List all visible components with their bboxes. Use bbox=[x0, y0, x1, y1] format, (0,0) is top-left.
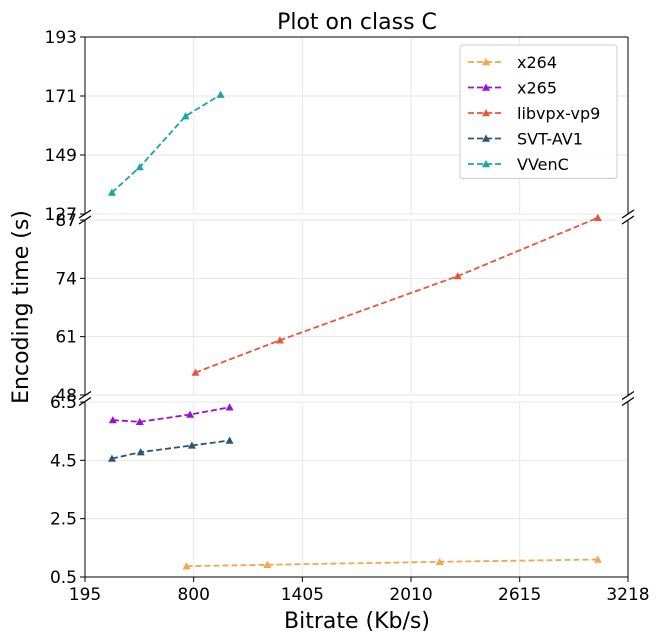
axis-break-mark bbox=[621, 209, 635, 219]
panel-1: 127 149 171 193 bbox=[45, 28, 629, 225]
data-point bbox=[593, 555, 602, 563]
y-tick-label: 61 bbox=[55, 328, 77, 348]
axis-break-mark bbox=[621, 396, 635, 407]
data-point bbox=[263, 560, 272, 568]
axis-break-mark bbox=[621, 390, 635, 401]
axis-break-mark bbox=[78, 209, 92, 219]
panel-2: 48 61 74 87 bbox=[55, 211, 629, 406]
legend-item: x264 bbox=[468, 53, 557, 72]
x-tick-label: 195 bbox=[69, 585, 101, 605]
y-tick-label: 193 bbox=[45, 28, 77, 48]
y-tick-label: 171 bbox=[45, 87, 77, 107]
data-point bbox=[453, 272, 462, 280]
legend-item: SVT-AV1 bbox=[468, 130, 583, 149]
y-axis-label: Encoding time (s) bbox=[9, 210, 34, 404]
x-tick-label: 3218 bbox=[606, 585, 649, 605]
plot-panels: 127 149 171 193 48 61 74 87 0.5 2.5 4.5 6.5 195 800 14… bbox=[45, 28, 650, 605]
legend: x264 x265 libvpx-vp9 SVT-AV1 VVenC bbox=[459, 44, 618, 179]
data-point bbox=[107, 188, 116, 196]
legend-marker bbox=[482, 134, 490, 142]
axis-break-mark bbox=[78, 390, 92, 401]
y-tick-label: 4.5 bbox=[50, 451, 77, 471]
series-svt-av1 bbox=[107, 436, 234, 462]
x-axis-label: Bitrate (Kb/s) bbox=[284, 609, 430, 634]
legend-label: SVT-AV1 bbox=[517, 130, 583, 149]
legend-marker bbox=[482, 83, 490, 91]
series-line bbox=[195, 216, 599, 374]
data-point bbox=[593, 213, 602, 221]
series-line bbox=[112, 406, 230, 423]
series-line bbox=[111, 439, 230, 460]
data-point bbox=[108, 416, 117, 424]
data-point bbox=[225, 403, 234, 411]
x-tick-label: 1405 bbox=[281, 585, 324, 605]
legend-marker bbox=[482, 109, 490, 117]
x-tick-label: 800 bbox=[177, 585, 209, 605]
legend-label: VVenC bbox=[517, 155, 569, 174]
data-point bbox=[181, 112, 190, 120]
legend-label: x264 bbox=[517, 53, 557, 72]
data-point bbox=[135, 163, 144, 171]
y-tick-label: 87 bbox=[55, 211, 77, 231]
chart-title: Plot on class C bbox=[277, 10, 437, 35]
axis-break-mark bbox=[78, 396, 92, 407]
x-tick-label: 2615 bbox=[498, 585, 541, 605]
legend-item: libvpx-vp9 bbox=[468, 104, 600, 123]
y-tick-label: 149 bbox=[45, 146, 77, 166]
legend-box bbox=[459, 44, 618, 179]
y-tick-label: 0.5 bbox=[50, 568, 77, 588]
data-point bbox=[107, 454, 116, 462]
series-line bbox=[111, 93, 222, 194]
series-x265 bbox=[108, 403, 234, 426]
y-tick-label: 74 bbox=[55, 269, 77, 289]
series-x264 bbox=[182, 555, 602, 570]
legend-label: libvpx-vp9 bbox=[517, 104, 600, 123]
legend-marker bbox=[482, 58, 490, 66]
axis-break-mark bbox=[78, 215, 92, 225]
legend-marker bbox=[482, 160, 490, 168]
data-point bbox=[186, 410, 195, 418]
legend-item: VVenC bbox=[468, 155, 569, 174]
y-tick-label: 6.5 bbox=[50, 393, 77, 413]
legend-label: x265 bbox=[517, 79, 557, 98]
data-point bbox=[136, 448, 145, 456]
data-point bbox=[225, 436, 234, 444]
series-libvpx-vp9 bbox=[191, 213, 602, 376]
y-tick-label: 2.5 bbox=[50, 510, 77, 530]
panel-3: 0.5 2.5 4.5 6.5 195 800 1405 2010 2615 3218 bbox=[50, 393, 650, 605]
data-point bbox=[187, 441, 196, 449]
y-tick-label: 127 bbox=[45, 205, 77, 225]
x-tick-label: 2010 bbox=[389, 585, 432, 605]
data-point bbox=[435, 557, 444, 566]
data-point bbox=[275, 336, 284, 344]
data-point bbox=[135, 417, 144, 426]
data-point bbox=[216, 90, 225, 98]
series-line bbox=[186, 558, 598, 568]
data-point bbox=[182, 562, 191, 570]
y-tick-label: 48 bbox=[55, 386, 77, 406]
legend-item: x265 bbox=[468, 79, 557, 98]
data-point bbox=[191, 368, 200, 376]
series-vvenc bbox=[107, 90, 225, 196]
axis-break-mark bbox=[621, 215, 635, 225]
